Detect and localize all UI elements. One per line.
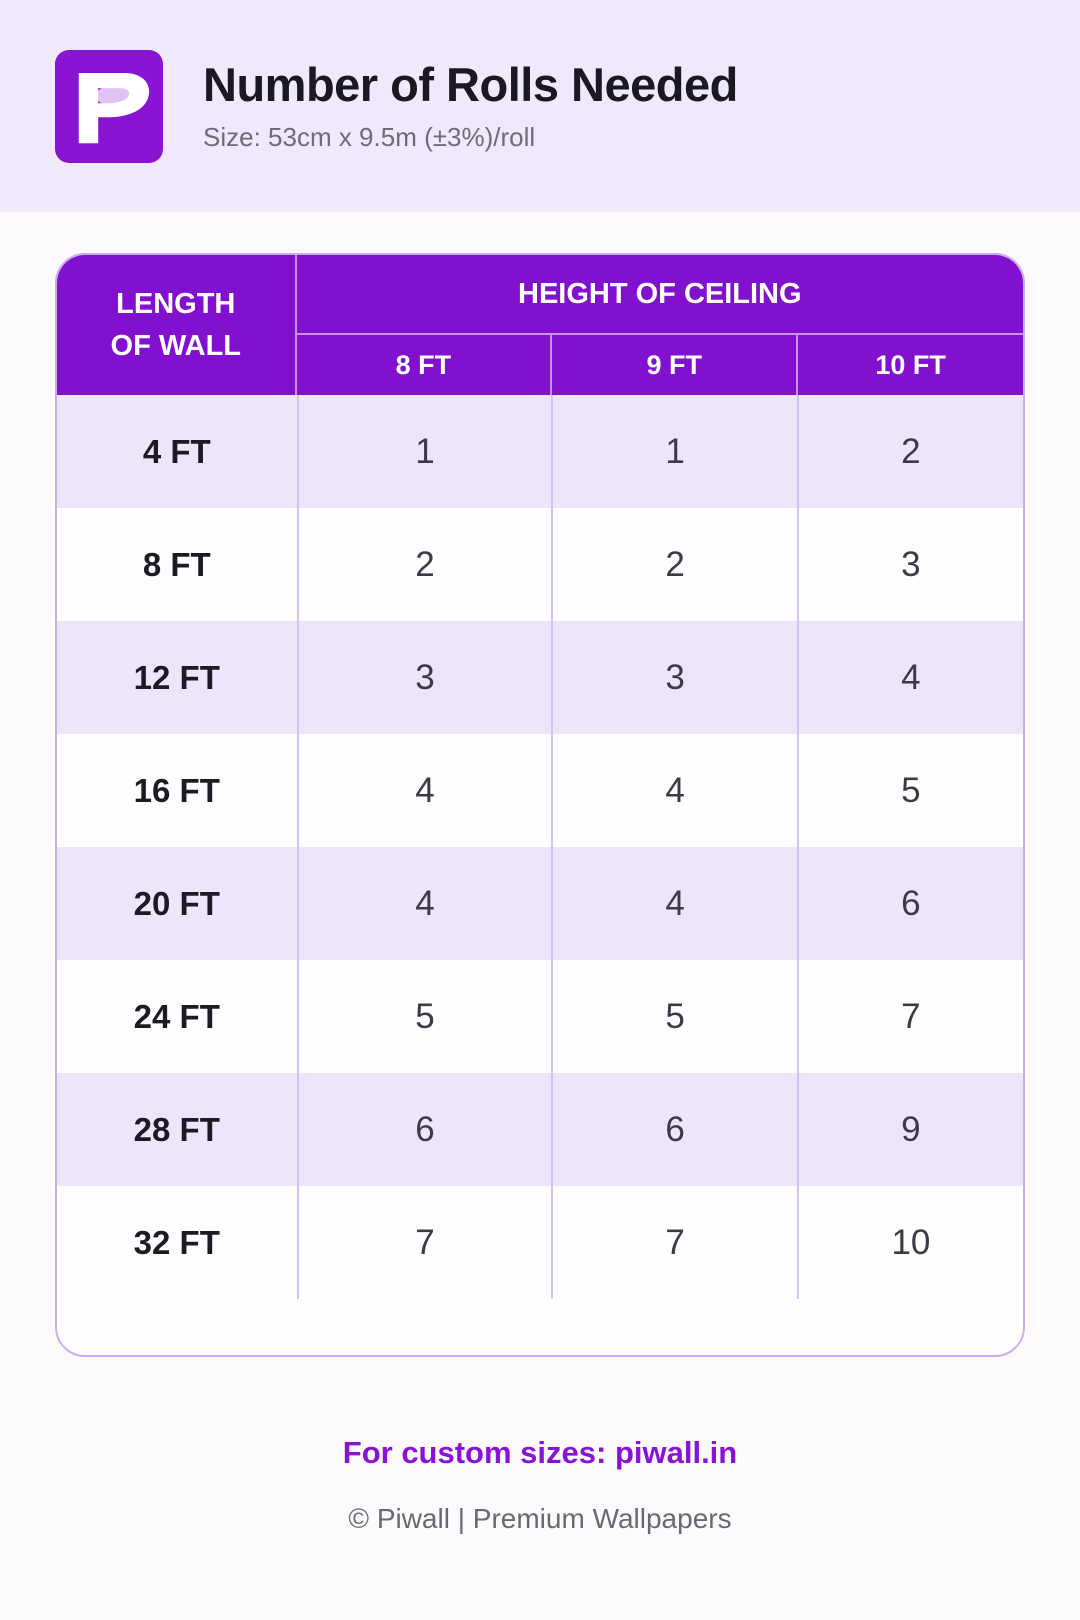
cell-8ft: 1: [296, 395, 552, 508]
cell-8ft: 6: [296, 1073, 552, 1186]
cell-9ft: 5: [551, 960, 796, 1073]
row-label: 4 FT: [142, 432, 211, 470]
cell-10ft: 9: [796, 1073, 1023, 1186]
cell-9ft: 4: [551, 847, 796, 960]
cell-10ft: 4: [796, 621, 1023, 734]
row-label: 16 FT: [133, 771, 220, 809]
row-label: 28 FT: [133, 1110, 220, 1148]
piwall-logo-icon: [55, 49, 163, 163]
cell-8ft: 7: [296, 1186, 552, 1299]
cell-9ft: 3: [551, 621, 796, 734]
row-label: 24 FT: [133, 997, 220, 1035]
column-header-10ft: 10 FT: [796, 335, 1023, 395]
cell-8ft: 3: [296, 621, 552, 734]
cell-10ft: 10: [796, 1186, 1023, 1299]
row-label: 32 FT: [133, 1223, 220, 1261]
row-label: 12 FT: [133, 658, 220, 696]
cell-9ft: 1: [551, 395, 796, 508]
header-right-group: HEIGHT OF CEILING 8 FT 9 FT 10 FT: [296, 255, 1023, 395]
table-row: 24 FT 5 5 7: [57, 960, 1023, 1073]
cell-10ft: 6: [796, 847, 1023, 960]
header-band: Number of Rolls Needed Size: 53cm x 9.5m…: [0, 0, 1080, 212]
table-row: 8 FT 2 2 3: [57, 508, 1023, 621]
cell-9ft: 6: [551, 1073, 796, 1186]
cell-10ft: 5: [796, 734, 1023, 847]
row-label: 20 FT: [133, 884, 220, 922]
cell-9ft: 4: [551, 734, 796, 847]
cell-8ft: 4: [296, 734, 552, 847]
cell-10ft: 2: [796, 395, 1023, 508]
cell-8ft: 4: [296, 847, 552, 960]
cell-8ft: 5: [296, 960, 552, 1073]
table-row: 16 FT 4 4 5: [57, 734, 1023, 847]
column-header-length-of-wall: LENGTH OF WALL: [57, 255, 297, 395]
cell-10ft: 3: [796, 508, 1023, 621]
rolls-table-card: LENGTH OF WALL HEIGHT OF CEILING 8 FT 9 …: [55, 253, 1025, 1357]
column-header-9ft: 9 FT: [550, 335, 796, 395]
cell-10ft: 7: [796, 960, 1023, 1073]
table-row: 20 FT 4 4 6: [57, 847, 1023, 960]
cell-8ft: 2: [296, 508, 552, 621]
title-block: Number of Rolls Needed Size: 53cm x 9.5m…: [203, 57, 738, 154]
table-row: 4 FT 1 1 2: [57, 395, 1023, 508]
table-body: 4 FT 1 1 2 8 FT 2 2 3 12 FT 3 3 4 16 FT …: [57, 395, 1023, 1299]
cell-9ft: 2: [551, 508, 796, 621]
copyright-text: © Piwall | Premium Wallpapers: [348, 1503, 732, 1534]
sub-header-row: 8 FT 9 FT 10 FT: [297, 335, 1023, 395]
page-title: Number of Rolls Needed: [203, 57, 738, 111]
table-row: 12 FT 3 3 4: [57, 621, 1023, 734]
row-label: 8 FT: [142, 545, 211, 583]
table-row: 32 FT 7 7 10: [57, 1186, 1023, 1299]
table-row: 28 FT 6 6 9: [57, 1073, 1023, 1186]
cell-9ft: 7: [551, 1186, 796, 1299]
card-bottom-padding: [57, 1299, 1023, 1355]
table-header: LENGTH OF WALL HEIGHT OF CEILING 8 FT 9 …: [57, 255, 1023, 395]
column-header-8ft: 8 FT: [395, 349, 452, 380]
page-subtitle: Size: 53cm x 9.5m (±3%)/roll: [203, 122, 536, 153]
custom-sizes-link[interactable]: For custom sizes: piwall.in: [342, 1435, 738, 1470]
column-group-header-height-of-ceiling: HEIGHT OF CEILING: [296, 255, 1023, 335]
